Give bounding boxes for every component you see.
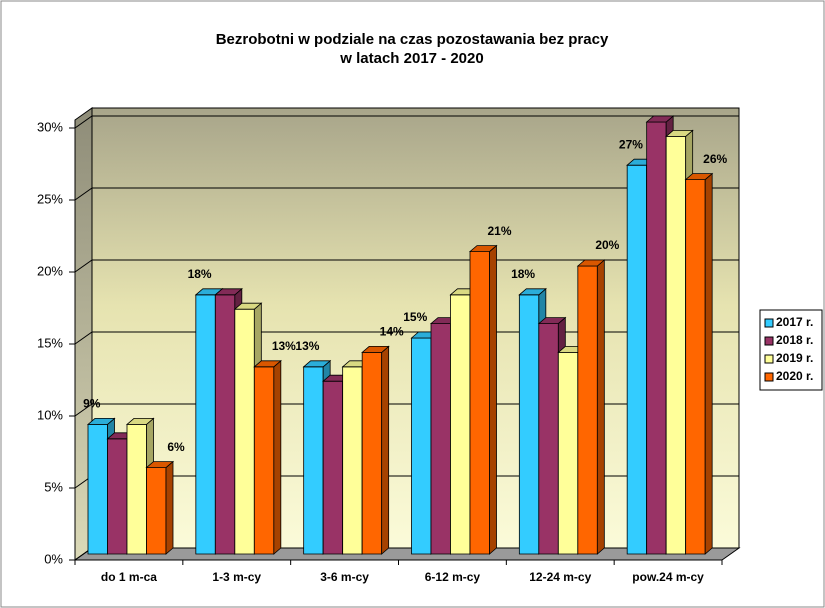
bar-front [234, 308, 255, 555]
x-tick-label: 1-3 m-cy [212, 570, 261, 584]
bar-front [646, 121, 667, 555]
data-label: 18% [188, 267, 212, 281]
x-tick-label: do 1 m-ca [101, 570, 157, 584]
bar-front [577, 265, 598, 555]
bar-top [233, 302, 263, 310]
bar-front [557, 351, 579, 555]
bar-side [596, 259, 605, 555]
bar-top [302, 360, 332, 368]
bar-top [665, 129, 694, 137]
bar-top [145, 461, 175, 469]
y-tick-label: 20% [37, 263, 63, 278]
bar-front [469, 251, 490, 555]
bar-front [685, 179, 706, 555]
bar-front [450, 294, 471, 555]
bar-side [381, 345, 390, 555]
legend-swatch [764, 372, 774, 382]
bar [253, 359, 282, 555]
data-label: 14% [380, 325, 404, 339]
data-label: 18% [511, 267, 535, 281]
legend-label: 2019 r. [776, 351, 813, 365]
bar-front [626, 164, 648, 555]
legend-swatch [764, 336, 774, 346]
data-label: 13% [295, 339, 319, 353]
bar-front [538, 323, 559, 555]
bar [361, 345, 390, 555]
bar-front [342, 366, 363, 555]
bar-top [576, 259, 606, 267]
bar [145, 460, 175, 555]
y-tick-label: 15% [37, 335, 63, 350]
bar-top [645, 115, 675, 123]
data-label: 20% [595, 238, 619, 252]
y-tick-label: 10% [37, 407, 63, 422]
grid-line [74, 115, 739, 129]
data-label: 26% [703, 152, 727, 166]
bar-side [273, 359, 282, 555]
chart-title: Bezrobotni w podziale na czas pozostawan… [216, 31, 609, 48]
data-label: 6% [167, 440, 185, 454]
grid-line [74, 259, 739, 273]
data-label: 27% [619, 137, 643, 151]
bar-top [684, 173, 714, 181]
bar-front [214, 294, 236, 555]
bar-front [322, 380, 344, 555]
bar [468, 244, 498, 555]
bar-front [303, 366, 324, 555]
bar-top [518, 288, 547, 296]
bar [576, 259, 606, 555]
bar-top [361, 345, 390, 353]
legend-label: 2017 r. [776, 315, 813, 329]
x-tick-label: 3-6 m-cy [320, 570, 369, 584]
data-label: 9% [83, 397, 101, 411]
y-tick-label: 30% [37, 119, 63, 134]
bar-side [489, 244, 497, 555]
y-tick-label: 25% [37, 191, 63, 206]
bar-front [361, 351, 383, 555]
legend-swatch [764, 318, 774, 328]
bar-front [126, 423, 147, 555]
bar-top [86, 417, 116, 425]
bar-front [146, 467, 167, 555]
bar-front [411, 337, 432, 555]
bar-side [165, 460, 174, 555]
bar-front [665, 135, 687, 555]
x-tick-label: pow.24 m-cy [632, 570, 704, 584]
legend-label: 2020 r. [776, 369, 813, 383]
y-tick-label: 0% [44, 551, 63, 566]
y-tick-label: 5% [44, 479, 63, 494]
bar-top [537, 317, 567, 325]
bar-top [253, 360, 282, 368]
legend-label: 2018 r. [776, 333, 813, 347]
x-tick-label: 12-24 m-cy [529, 570, 591, 584]
legend-swatch [764, 354, 774, 364]
bar-front [253, 366, 275, 555]
bar-top [125, 417, 155, 425]
bar-front [107, 438, 128, 555]
data-label: 21% [487, 224, 511, 238]
bar-front [87, 423, 108, 555]
bar-front [195, 294, 216, 555]
bar-top [214, 288, 243, 296]
bar-side [704, 172, 713, 555]
bar-front [430, 323, 451, 555]
bar-top [468, 245, 498, 253]
data-label: 13% [272, 339, 296, 353]
grid-line [74, 187, 739, 201]
bar [684, 172, 714, 555]
x-tick-label: 6-12 m-cy [425, 570, 481, 584]
bar-front [518, 294, 540, 555]
chart-title: w latach 2017 - 2020 [339, 50, 483, 67]
data-label: 15% [403, 310, 427, 324]
